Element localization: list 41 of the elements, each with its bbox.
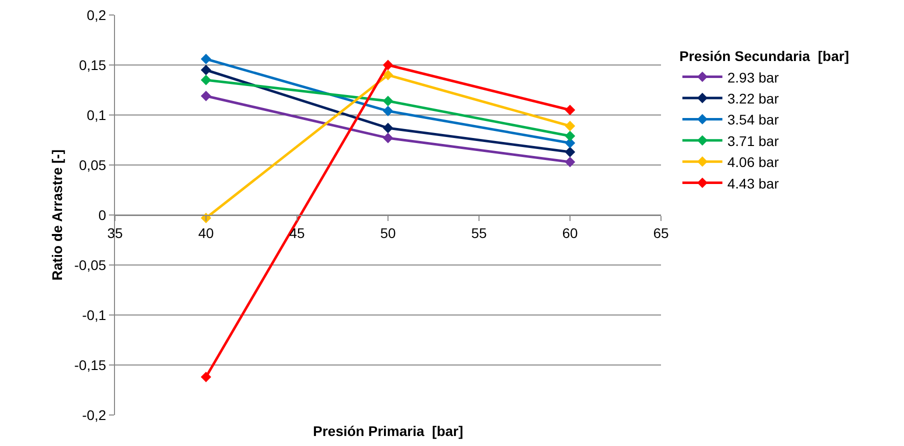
point — [382, 106, 394, 116]
legend-label: 3.71 bar — [727, 132, 780, 149]
y-tick-label: -0,1 — [82, 306, 106, 323]
x-tick-label: 50 — [380, 224, 396, 241]
y-tick-label: 0,2 — [86, 6, 106, 23]
x-tick-label: 65 — [653, 224, 669, 241]
point — [382, 70, 394, 80]
legend-label: 3.54 bar — [727, 112, 780, 128]
y-axis-title: Ratio de Arrastre [-] — [48, 150, 65, 280]
point — [200, 90, 212, 102]
y-tick-label: 0 — [98, 206, 106, 223]
y-tick-label: -0,15 — [74, 356, 106, 373]
y-tick-label: -0,2 — [82, 406, 106, 423]
point — [382, 132, 394, 144]
point — [382, 122, 394, 134]
point — [200, 74, 212, 86]
y-tick-label: 0,15 — [78, 56, 106, 73]
x-tick-label: 45 — [289, 224, 305, 241]
point — [564, 146, 576, 158]
legend-label: 4.06 bar — [727, 154, 780, 170]
point — [564, 104, 576, 116]
x-tick-label: 55 — [471, 224, 487, 241]
legend-label: 2.93 bar — [727, 69, 780, 86]
y-tick-label: -0,05 — [74, 256, 106, 273]
point — [200, 64, 212, 76]
point — [382, 96, 394, 106]
point — [564, 130, 576, 142]
point — [564, 156, 576, 168]
y-tick-label: 0,1 — [86, 106, 106, 123]
legend-label: 3.22 bar — [727, 90, 780, 106]
legend-label: 4.43 bar — [727, 175, 780, 192]
x-tick-label: 40 — [198, 224, 214, 241]
point — [382, 60, 394, 70]
legend-title: Presión Secundaria [bar] — [679, 48, 849, 64]
y-tick-label: 0,05 — [78, 156, 106, 173]
point — [200, 54, 212, 64]
point — [200, 372, 212, 382]
x-tick-label: 60 — [562, 224, 578, 241]
point — [564, 120, 576, 132]
x-axis-title: Presión Primaria [bar] — [313, 423, 464, 439]
x-tick-label: 35 — [107, 224, 123, 241]
